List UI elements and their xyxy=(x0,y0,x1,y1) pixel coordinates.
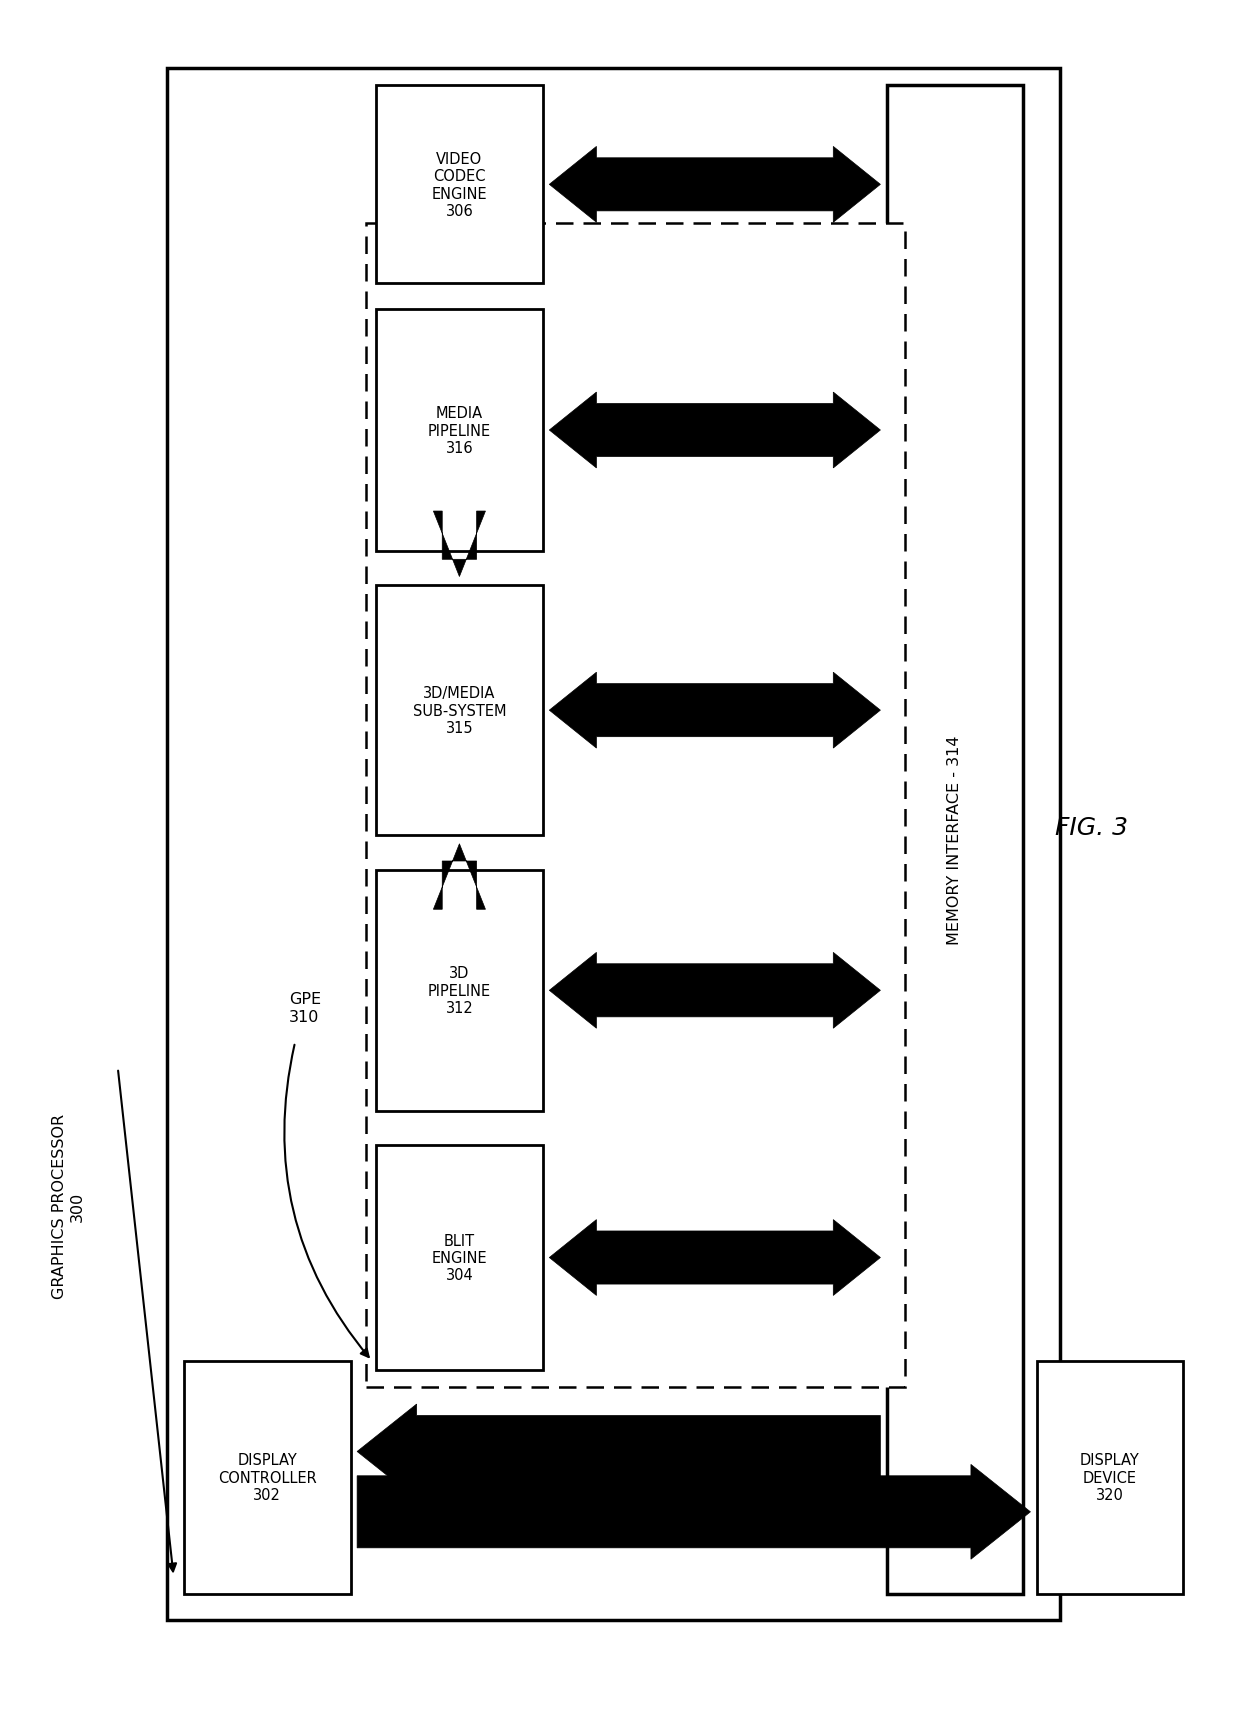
Polygon shape xyxy=(549,1220,880,1296)
Text: MEDIA
PIPELINE
316: MEDIA PIPELINE 316 xyxy=(428,407,491,455)
Text: DISPLAY
DEVICE
320: DISPLAY DEVICE 320 xyxy=(1080,1452,1140,1502)
Bar xyxy=(1037,1361,1183,1594)
Polygon shape xyxy=(357,1404,880,1499)
Bar xyxy=(184,1361,351,1594)
Bar xyxy=(376,1146,543,1370)
Polygon shape xyxy=(549,393,880,469)
Bar xyxy=(376,870,543,1111)
Polygon shape xyxy=(549,953,880,1029)
Text: MEMORY INTERFACE - 314: MEMORY INTERFACE - 314 xyxy=(947,736,962,944)
Bar xyxy=(376,586,543,836)
Text: VIDEO
CODEC
ENGINE
306: VIDEO CODEC ENGINE 306 xyxy=(432,152,487,219)
Text: DISPLAY
CONTROLLER
302: DISPLAY CONTROLLER 302 xyxy=(218,1452,316,1502)
Bar xyxy=(366,224,905,1387)
Text: BLIT
ENGINE
304: BLIT ENGINE 304 xyxy=(432,1234,487,1282)
Bar xyxy=(376,86,543,284)
Text: GPE
310: GPE 310 xyxy=(289,992,321,1023)
Text: 3D
PIPELINE
312: 3D PIPELINE 312 xyxy=(428,967,491,1015)
Text: FIG. 3: FIG. 3 xyxy=(1055,815,1127,839)
Bar xyxy=(887,86,1023,1594)
Text: 3D/MEDIA
SUB-SYSTEM
315: 3D/MEDIA SUB-SYSTEM 315 xyxy=(413,686,506,736)
Text: GRAPHICS PROCESSOR
300: GRAPHICS PROCESSOR 300 xyxy=(52,1113,84,1299)
Polygon shape xyxy=(434,844,486,910)
Polygon shape xyxy=(549,148,880,224)
Bar xyxy=(376,310,543,551)
Polygon shape xyxy=(434,512,486,577)
Bar xyxy=(167,69,1060,1620)
Polygon shape xyxy=(357,1465,1030,1559)
Polygon shape xyxy=(549,674,880,748)
